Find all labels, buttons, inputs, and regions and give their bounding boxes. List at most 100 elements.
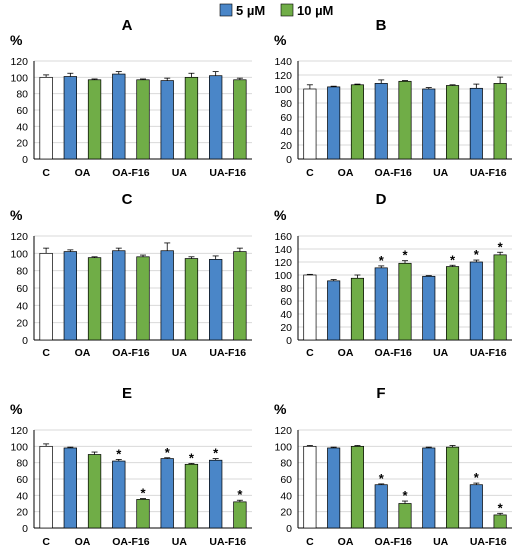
bar [87,454,102,529]
y-tick-label: 20 [280,140,292,152]
legend-label-10um: 10 µM [297,3,333,18]
bar [184,76,199,160]
significance-star: * [450,252,456,267]
y-tick-label: 100 [10,248,28,260]
significance-star: * [498,500,504,515]
y-tick-label: 120 [10,425,28,437]
panel-title: D [376,191,387,208]
bar [398,262,412,341]
bar [209,459,223,529]
panel-title: E [122,385,132,402]
bar [446,85,460,160]
y-tick-label: 0 [286,154,292,166]
bar [374,83,388,160]
y-tick-label: 0 [22,335,28,347]
x-category-label: C [42,347,50,359]
y-tick-label: 40 [280,490,292,502]
significance-star: * [474,247,480,262]
bar [184,463,199,529]
significance-star: * [165,445,171,460]
y-tick-label: 40 [16,490,28,502]
x-category-label: OA [75,167,91,179]
bar [374,484,388,529]
x-category-label: UA [433,536,449,548]
x-category-label: UA-F16 [209,167,246,179]
significance-star: * [379,471,385,486]
bar [469,261,483,341]
bar [136,499,150,529]
y-axis-label: % [274,207,287,223]
y-tick-label: 100 [274,270,292,282]
bar [112,73,126,160]
y-tick-label: 60 [280,474,292,486]
bar [112,460,126,529]
bar [160,458,174,529]
x-category-label: C [42,536,50,548]
significance-star: * [237,487,243,502]
panel-f: 0 20 40 60 80 100 120 F% * * * * C OA OA-F16 UA UA-F16 [274,385,512,548]
x-category-label: UA [172,536,188,548]
significance-star: * [498,239,504,254]
x-category-label: UA [433,347,449,359]
bar [87,79,102,160]
panel-c: 0 20 40 60 80 100 120 C% C OA OA-F16 UA UA-F16 [10,191,252,359]
y-tick-label: 100 [274,84,292,96]
x-category-label: OA [338,347,354,359]
bar [112,250,126,341]
x-category-label: C [306,347,314,359]
y-axis-label: % [10,207,23,223]
y-tick-label: 60 [280,112,292,124]
panel-title: B [376,17,387,34]
y-tick-label: 120 [274,425,292,437]
panel-e: 0 20 40 60 80 100 120 E% * * * * * * C OA OA-F16 UA UA-F16 [10,385,252,548]
bar [350,445,364,529]
bar [39,252,53,341]
x-category-label: UA [433,167,449,179]
x-category-label: UA-F16 [470,347,507,359]
significance-star: * [140,486,146,501]
bar [303,445,317,529]
significance-star: * [379,253,385,268]
legend-label-5um: 5 µM [236,3,265,18]
panel-title: C [122,191,133,208]
bar [469,484,483,529]
bar [493,254,507,341]
bar [63,76,77,160]
bar [422,88,436,160]
y-tick-label: 80 [16,266,28,278]
y-tick-label: 0 [286,523,292,535]
y-tick-label: 120 [10,56,28,68]
bar [63,251,77,341]
bar [233,79,247,160]
bar [39,445,53,529]
y-tick-label: 140 [274,244,292,256]
bar [469,87,483,160]
significance-star: * [116,446,122,461]
bar [209,75,223,160]
bar [303,88,317,160]
y-tick-label: 40 [16,121,28,133]
significance-star: * [474,470,480,485]
y-tick-label: 40 [280,126,292,138]
significance-star: * [402,488,408,503]
y-axis-label: % [274,401,287,417]
y-tick-label: 80 [280,458,292,470]
y-axis-label: % [10,401,23,417]
y-tick-label: 0 [22,523,28,535]
y-tick-label: 60 [280,296,292,308]
x-category-label: C [42,167,50,179]
bar [374,267,388,341]
y-axis-label: % [274,32,287,48]
y-tick-label: 80 [280,98,292,110]
y-tick-label: 140 [274,56,292,68]
x-category-label: OA-F16 [112,536,150,548]
y-tick-label: 40 [280,309,292,321]
bar [398,503,412,529]
panel-b: 0 20 40 60 80 100 120 140 B% C OA OA-F16 UA UA-F16 [274,17,512,179]
bar [303,274,317,341]
significance-star: * [213,446,219,461]
y-tick-label: 0 [286,335,292,347]
